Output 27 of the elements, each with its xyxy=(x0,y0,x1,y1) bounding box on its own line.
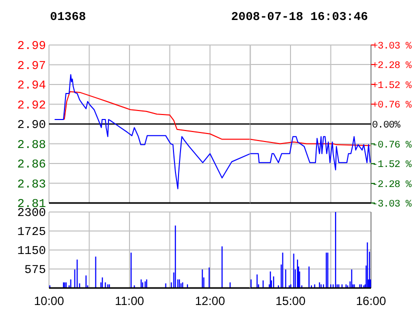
y-tick-label: 2.90 xyxy=(17,118,46,132)
y2-tick-label: 0.00% xyxy=(372,120,400,132)
chart-title: 01368 xyxy=(50,10,86,24)
x-tick-label: 11:00 xyxy=(114,294,144,308)
x-tick-label: 12:00 xyxy=(194,294,226,308)
y-tick-label: 2.92 xyxy=(17,98,46,112)
y-tick-label: 1150 xyxy=(17,244,46,258)
y2-tick-label: -0.76 % xyxy=(372,140,412,152)
y2-tick-label: +1.52 % xyxy=(372,80,412,92)
y-tick-label: 2.99 xyxy=(17,39,46,54)
y2-tick-label: -2.28 % xyxy=(372,180,412,191)
y-tick-label: 2.94 xyxy=(17,78,46,93)
chart-subtitle: 2008-07-18 16:03:46 xyxy=(231,10,368,24)
x-tick-label: 16:00 xyxy=(356,294,386,308)
y2-tick-label: +3.03 % xyxy=(372,42,412,52)
y2-tick-label: -1.52 % xyxy=(372,160,412,172)
y-tick-label: 2.97 xyxy=(17,58,46,73)
y-tick-label: 2.86 xyxy=(17,158,46,172)
y-tick-label: 575 xyxy=(24,263,46,278)
y2-tick-label: +0.76 % xyxy=(372,100,412,112)
y2-tick-label: -3.03 % xyxy=(372,200,412,210)
x-tick-label: 10:00 xyxy=(34,294,64,308)
y2-tick-label: +2.28 % xyxy=(372,61,412,72)
y-tick-label: 2.88 xyxy=(17,138,46,152)
y-tick-label: 1725 xyxy=(17,225,46,240)
y-tick-label: 2.83 xyxy=(17,177,46,192)
x-tick-label: 15:00 xyxy=(275,294,306,308)
